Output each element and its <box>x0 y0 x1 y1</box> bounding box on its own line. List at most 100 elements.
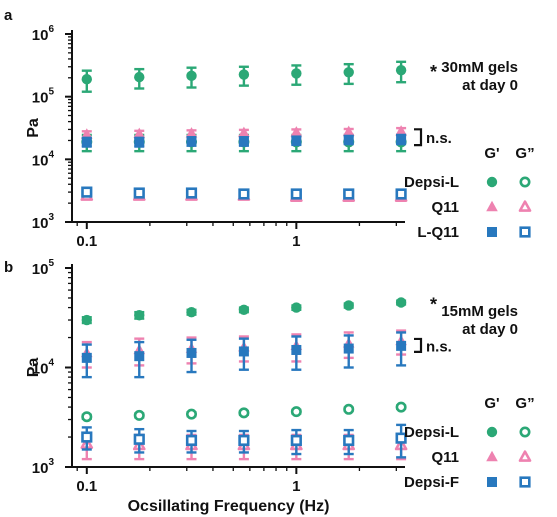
data-point <box>81 136 92 147</box>
x-tick-label: 1 <box>292 233 300 250</box>
data-point <box>133 433 145 445</box>
y-tick-label: 105 <box>32 87 55 107</box>
data-point <box>81 352 92 363</box>
legend-header-storage: G' <box>484 145 499 162</box>
data-point <box>81 73 92 85</box>
panel-title-line: 15mM gels <box>441 303 518 320</box>
x-tick-label: 1 <box>292 478 300 495</box>
y-axis-label: Pa <box>25 358 42 378</box>
data-point <box>395 64 407 76</box>
legend-marker-open <box>519 176 531 188</box>
data-point <box>81 186 93 198</box>
legend-header-loss: G” <box>515 145 534 162</box>
y-tick-exponent: 4 <box>48 149 54 160</box>
data-point <box>291 135 302 146</box>
data-point <box>185 434 198 447</box>
y-tick-exponent: 5 <box>48 258 54 269</box>
panel-title-line: at day 0 <box>462 321 518 338</box>
legend-marker-filled <box>486 450 498 462</box>
data-point <box>134 71 145 83</box>
data-point <box>290 126 303 137</box>
legend-marker-filled <box>486 200 498 212</box>
y-tick-base: 10 <box>32 361 49 378</box>
data-point <box>81 314 92 326</box>
data-point <box>81 431 93 443</box>
x-tick-label: 0.1 <box>76 478 97 495</box>
panel-title-line: at day 0 <box>462 77 518 94</box>
y-tick-label: 103 <box>32 457 55 477</box>
legend-label: Depsi-L <box>404 174 459 191</box>
y-axis-label: Pa <box>25 118 42 138</box>
data-point <box>291 344 302 355</box>
y-tick-exponent: 3 <box>48 457 54 468</box>
panel-title: 15mM gels at day 0 <box>441 303 518 338</box>
y-tick-base: 10 <box>32 90 49 107</box>
y-tick-exponent: 4 <box>48 358 54 369</box>
legend-label: Depsi-L <box>404 424 459 441</box>
data-point <box>238 188 250 200</box>
legend-marker-open <box>519 476 531 488</box>
data-point <box>343 67 354 78</box>
data-point <box>290 188 302 200</box>
data-point <box>342 125 355 137</box>
data-point <box>133 409 145 421</box>
data-point <box>395 297 407 308</box>
y-tick-exponent: 5 <box>48 87 54 98</box>
data-point <box>291 68 302 79</box>
data-point <box>238 69 250 80</box>
x-axis-label: Ocsillating Frequency (Hz) <box>128 498 330 515</box>
data-point <box>238 136 249 147</box>
legend-label: Q11 <box>431 199 459 216</box>
y-tick-exponent: 3 <box>48 212 54 223</box>
data-point <box>238 407 250 419</box>
data-point <box>186 347 197 358</box>
x-tick-label: 0.1 <box>76 233 97 250</box>
data-point <box>343 434 355 447</box>
ns-label: n.s. <box>426 130 452 147</box>
data-point <box>238 304 250 316</box>
series-depsi-l-loss <box>81 401 407 423</box>
ns-bracket <box>414 337 423 353</box>
y-tick-base: 10 <box>32 152 49 169</box>
data-point <box>396 134 407 145</box>
data-point <box>343 343 354 354</box>
legend-marker-filled <box>486 176 498 188</box>
data-point <box>134 351 145 362</box>
legend-label: Q11 <box>431 449 459 466</box>
panel-label: a <box>4 7 13 24</box>
data-point <box>395 188 407 200</box>
ns-label: n.s. <box>426 338 452 355</box>
series-depsi-l-storage <box>81 297 407 326</box>
y-tick-label: 105 <box>32 258 55 278</box>
series-l-q11-loss <box>81 186 407 200</box>
legend-header-storage: G' <box>484 395 499 412</box>
legend: G' G” Depsi-L Q11 Depsi-F <box>404 395 535 491</box>
data-point <box>238 126 250 138</box>
legend-marker-open <box>519 226 531 238</box>
y-tick-label: 106 <box>32 24 55 44</box>
data-point <box>238 346 249 357</box>
data-point <box>343 134 354 145</box>
y-tick-base: 10 <box>32 27 49 44</box>
significance-star: * <box>430 295 437 315</box>
y-tick-base: 10 <box>32 215 49 232</box>
data-point <box>395 401 407 413</box>
data-point <box>185 187 198 199</box>
series-l-q11-storage <box>81 133 407 148</box>
data-point <box>133 187 145 199</box>
legend-header-loss: G” <box>515 395 534 412</box>
legend-marker-filled <box>487 227 497 237</box>
legend-marker-filled <box>487 477 497 487</box>
data-point <box>134 310 145 321</box>
legend-marker-open <box>518 450 532 462</box>
data-point <box>133 127 146 139</box>
panel-title: 30mM gels at day 0 <box>441 59 518 94</box>
data-point <box>343 300 354 311</box>
data-point <box>290 434 302 447</box>
panel-title-line: 30mM gels <box>441 59 518 76</box>
series-depsi-f-loss <box>81 423 407 459</box>
legend-label: L-Q11 <box>417 224 459 241</box>
data-point <box>290 406 302 418</box>
